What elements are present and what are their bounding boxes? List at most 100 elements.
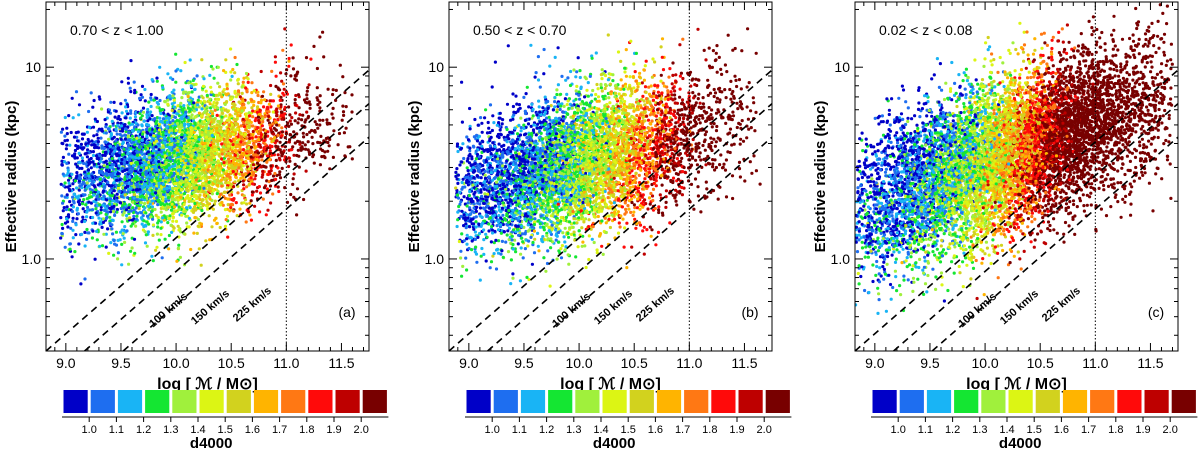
- data-point: [119, 102, 123, 106]
- data-point: [189, 145, 193, 149]
- data-point: [199, 122, 203, 126]
- data-point: [278, 98, 282, 102]
- data-point: [179, 188, 183, 192]
- data-point: [220, 182, 224, 186]
- data-point: [293, 141, 297, 145]
- data-point: [190, 154, 194, 158]
- data-point: [236, 89, 241, 93]
- data-point: [216, 159, 220, 163]
- data-point: [174, 69, 178, 73]
- data-point: [154, 191, 158, 195]
- data-point: [141, 173, 145, 177]
- data-point: [220, 119, 224, 123]
- data-point: [262, 186, 267, 190]
- data-point: [101, 189, 106, 193]
- data-point: [283, 112, 287, 116]
- data-point: [145, 112, 149, 117]
- data-point: [153, 153, 157, 157]
- data-point: [152, 98, 156, 102]
- data-point: [114, 127, 118, 131]
- data-point: [197, 149, 201, 153]
- data-point: [65, 143, 69, 147]
- data-point: [240, 85, 244, 89]
- data-point: [86, 148, 90, 152]
- data-point: [81, 180, 85, 184]
- data-point: [93, 117, 97, 121]
- data-point: [80, 156, 84, 160]
- data-point: [198, 162, 202, 166]
- data-point: [118, 201, 123, 205]
- data-point: [172, 145, 176, 149]
- data-point: [124, 181, 129, 185]
- data-point: [179, 159, 183, 163]
- data-point: [157, 238, 161, 242]
- data-point: [143, 241, 148, 245]
- data-point: [135, 182, 139, 186]
- data-point: [220, 174, 224, 178]
- data-point: [96, 142, 100, 146]
- data-point: [145, 170, 149, 174]
- data-point: [238, 150, 242, 154]
- data-point: [197, 203, 201, 208]
- data-point: [85, 130, 89, 134]
- data-point: [116, 123, 120, 127]
- data-point: [215, 113, 219, 117]
- data-point: [180, 170, 184, 174]
- data-point: [125, 109, 129, 113]
- data-point: [206, 150, 210, 154]
- data-point: [226, 197, 230, 201]
- data-point: [105, 173, 109, 177]
- data-point: [197, 165, 201, 169]
- data-point: [85, 181, 89, 185]
- data-point: [257, 132, 261, 136]
- data-point: [184, 171, 188, 175]
- data-point: [175, 118, 179, 122]
- data-point: [118, 151, 122, 155]
- data-point: [196, 140, 200, 144]
- data-point: [157, 191, 161, 195]
- data-point: [272, 132, 276, 136]
- data-point: [253, 177, 257, 181]
- data-point: [186, 122, 190, 126]
- data-point: [209, 64, 213, 69]
- data-point: [210, 133, 214, 138]
- data-point: [327, 121, 331, 125]
- data-point: [162, 148, 166, 152]
- data-point: [107, 137, 111, 141]
- data-point: [211, 165, 216, 169]
- data-point: [191, 210, 196, 214]
- data-point: [91, 221, 95, 225]
- data-point: [145, 110, 150, 114]
- data-point: [118, 117, 122, 122]
- data-point: [124, 186, 128, 190]
- data-point: [196, 126, 200, 130]
- data-point: [277, 156, 281, 160]
- data-point: [75, 171, 79, 175]
- data-point: [67, 215, 71, 219]
- data-point: [123, 133, 127, 137]
- data-point: [80, 183, 84, 187]
- data-point: [59, 236, 63, 240]
- data-point: [229, 139, 233, 143]
- data-point: [283, 136, 287, 140]
- data-point: [316, 103, 320, 107]
- data-point: [149, 195, 153, 199]
- data-point: [166, 221, 170, 225]
- data-point: [244, 71, 249, 76]
- data-point: [163, 141, 167, 145]
- data-point: [101, 217, 106, 221]
- data-point: [230, 123, 234, 127]
- data-point: [172, 171, 176, 175]
- data-point: [145, 194, 149, 198]
- data-point: [160, 155, 164, 159]
- data-point: [228, 209, 232, 213]
- data-point: [199, 114, 204, 118]
- data-point: [122, 162, 126, 166]
- data-point: [205, 162, 209, 166]
- data-point: [61, 209, 65, 213]
- data-point: [280, 154, 284, 158]
- data-point: [228, 134, 232, 138]
- data-point: [249, 199, 253, 203]
- data-point: [197, 247, 201, 251]
- data-point: [159, 226, 163, 230]
